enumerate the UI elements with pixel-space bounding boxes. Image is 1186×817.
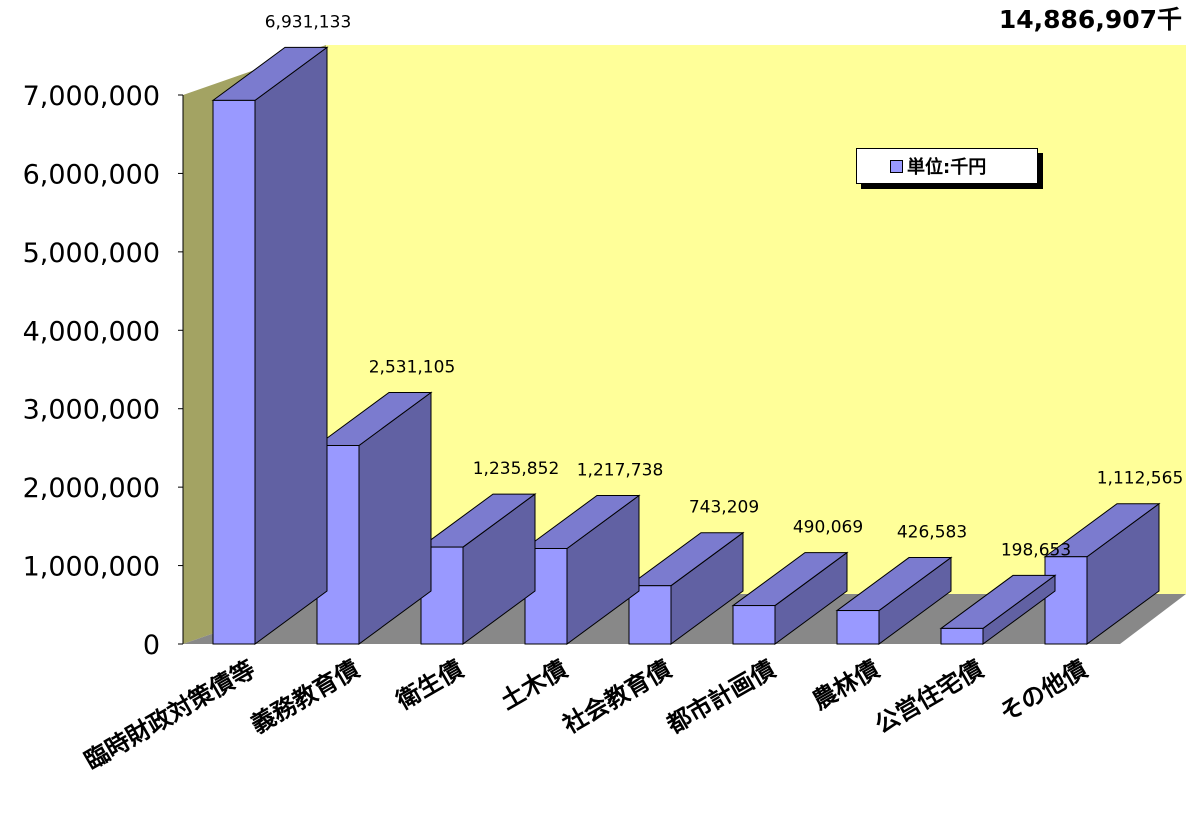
bar — [627, 531, 745, 645]
category-label: 土木債 — [496, 655, 572, 715]
value-label: 743,209 — [689, 498, 759, 518]
value-label: 6,931,133 — [265, 12, 352, 32]
value-label: 426,583 — [897, 523, 967, 543]
value-labels: 6,931,133 2,531,105 1,235,852 1,217,738 743,… — [265, 12, 1184, 560]
y-tick-label: 6,000,000 — [23, 159, 160, 190]
category-label: 衛生債 — [391, 655, 468, 716]
legend-label: 単位:千円 — [907, 157, 987, 178]
bar-front — [732, 605, 776, 645]
value-label: 490,069 — [793, 518, 863, 538]
bar — [939, 574, 1057, 645]
y-tick-label: 5,000,000 — [23, 238, 160, 269]
bar-front — [940, 627, 984, 645]
category-label: 義務教育債 — [246, 655, 364, 739]
y-tick-label: 4,000,000 — [23, 316, 160, 347]
bar-front — [836, 610, 880, 645]
value-label: 1,235,852 — [473, 459, 560, 479]
bar-front — [212, 99, 256, 645]
y-axis: 0 1,000,000 2,000,000 3,000,000 4,000,000 5,0… — [23, 81, 184, 661]
value-label: 198,653 — [1001, 540, 1071, 560]
bar — [835, 556, 953, 645]
value-label: 1,112,565 — [1097, 469, 1184, 489]
bar — [315, 391, 433, 645]
value-label: 1,217,738 — [577, 460, 664, 480]
bar — [211, 46, 329, 645]
bar — [523, 494, 641, 645]
category-label: 公営住宅債 — [870, 655, 988, 739]
value-label: 2,531,105 — [369, 357, 456, 377]
bar-series — [211, 46, 1161, 645]
legend: 単位:千円 — [856, 148, 1038, 184]
category-label: 社会教育債 — [558, 655, 676, 739]
category-label: 臨時財政対策債等 — [80, 655, 260, 775]
y-tick-label: 7,000,000 — [23, 81, 160, 112]
bar — [731, 551, 849, 645]
y-tick-label: 1,000,000 — [23, 552, 160, 583]
y-tick-label: 3,000,000 — [23, 395, 160, 426]
category-label: その他債 — [995, 655, 1092, 727]
y-tick-label: 0 — [143, 630, 160, 661]
bar-front — [1044, 556, 1088, 645]
category-label: 農林債 — [808, 655, 884, 715]
legend-swatch — [890, 159, 903, 173]
bar-front — [628, 585, 672, 645]
bar-side — [254, 46, 328, 645]
bar — [1043, 502, 1161, 645]
y-tick-label: 2,000,000 — [23, 473, 160, 504]
category-label: 都市計画債 — [661, 655, 780, 740]
total-amount: 14,886,907千 — [998, 5, 1182, 34]
bar — [419, 493, 537, 645]
